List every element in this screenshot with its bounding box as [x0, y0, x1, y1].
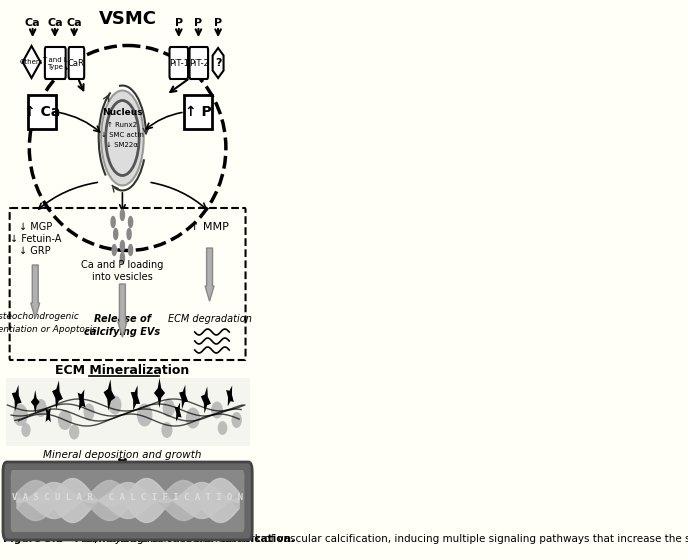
FancyBboxPatch shape [3, 462, 252, 540]
Circle shape [127, 228, 131, 240]
Text: differentiation or Apoptosis: differentiation or Apoptosis [0, 325, 97, 334]
Text: Ca: Ca [47, 18, 63, 28]
FancyArrow shape [118, 284, 127, 337]
Polygon shape [201, 386, 211, 413]
Text: Figure 3.2 - Mechanisms of vascular calcification.: Figure 3.2 - Mechanisms of vascular calc… [3, 534, 295, 544]
Polygon shape [213, 48, 224, 78]
Ellipse shape [13, 404, 28, 426]
Text: ECM Mineralization: ECM Mineralization [55, 364, 189, 377]
Ellipse shape [186, 408, 200, 428]
Circle shape [120, 253, 125, 264]
Circle shape [111, 217, 115, 227]
Ellipse shape [217, 421, 227, 435]
Text: ?: ? [215, 58, 222, 68]
Circle shape [120, 240, 125, 251]
Text: calcifying EVs: calcifying EVs [85, 327, 160, 337]
Text: VSMC: VSMC [98, 10, 157, 28]
Text: ↓ GRP: ↓ GRP [19, 246, 51, 256]
Circle shape [114, 228, 118, 240]
Text: ↑ Ca: ↑ Ca [24, 105, 61, 119]
Text: ↑ P: ↑ P [184, 105, 211, 119]
Text: Release of: Release of [94, 314, 151, 324]
Polygon shape [131, 385, 140, 410]
FancyBboxPatch shape [189, 47, 208, 79]
Text: Ca and P loading: Ca and P loading [81, 260, 164, 270]
Text: Mineral deposition and growth: Mineral deposition and growth [43, 450, 202, 460]
Text: ↑ MMP: ↑ MMP [190, 222, 229, 232]
Text: Nucleus: Nucleus [102, 108, 142, 117]
Text: ↓ SMC actin: ↓ SMC actin [101, 132, 144, 138]
Ellipse shape [162, 399, 175, 417]
Circle shape [129, 245, 133, 255]
Text: ↓ MGP: ↓ MGP [19, 222, 52, 232]
Ellipse shape [58, 410, 72, 430]
Text: Ca: Ca [66, 18, 82, 28]
Polygon shape [226, 386, 234, 407]
Text: T and L
Type: T and L Type [43, 57, 68, 69]
Text: ↓ SM22α: ↓ SM22α [107, 142, 138, 148]
Circle shape [120, 209, 125, 221]
Text: Ca: Ca [25, 18, 41, 28]
Text: Ca/P dysregulation is the hallmark of vascular calcification, inducing multiple : Ca/P dysregulation is the hallmark of va… [78, 534, 688, 544]
Ellipse shape [35, 399, 47, 417]
Polygon shape [78, 389, 85, 410]
Polygon shape [175, 403, 182, 422]
FancyBboxPatch shape [28, 95, 56, 129]
Ellipse shape [83, 404, 94, 421]
Circle shape [112, 245, 116, 255]
Polygon shape [12, 385, 21, 411]
Text: CaR: CaR [68, 58, 85, 68]
FancyBboxPatch shape [169, 47, 188, 79]
Text: into vesicles: into vesicles [92, 272, 153, 282]
Text: P: P [195, 18, 202, 28]
FancyBboxPatch shape [69, 47, 84, 79]
Text: PiT-1: PiT-1 [169, 58, 189, 68]
Ellipse shape [109, 395, 122, 414]
Ellipse shape [106, 100, 139, 175]
Ellipse shape [231, 412, 242, 428]
Ellipse shape [211, 402, 223, 418]
Polygon shape [45, 408, 51, 422]
Circle shape [129, 217, 133, 227]
Text: ECM degradation: ECM degradation [168, 314, 252, 324]
Polygon shape [104, 379, 116, 410]
FancyArrow shape [31, 265, 40, 318]
Text: P: P [175, 18, 183, 28]
Polygon shape [179, 385, 188, 409]
FancyBboxPatch shape [11, 470, 244, 532]
Text: V A S C U L A R   C A L C I F I C A T I O N: V A S C U L A R C A L C I F I C A T I O … [12, 492, 243, 502]
Polygon shape [31, 390, 40, 414]
Text: ↑ Runx2: ↑ Runx2 [107, 122, 138, 128]
Text: Osteochondrogenic: Osteochondrogenic [0, 312, 79, 321]
Text: P: P [214, 18, 222, 28]
Polygon shape [23, 46, 41, 78]
FancyBboxPatch shape [45, 47, 65, 79]
Text: ↓ Fetuin-A: ↓ Fetuin-A [10, 234, 61, 244]
Text: Others: Others [20, 59, 43, 65]
Ellipse shape [137, 404, 153, 427]
FancyArrow shape [205, 248, 214, 301]
FancyBboxPatch shape [184, 95, 212, 129]
FancyBboxPatch shape [6, 378, 250, 446]
Polygon shape [154, 378, 165, 408]
Ellipse shape [21, 423, 30, 437]
Text: PiT-2: PiT-2 [189, 58, 208, 68]
Ellipse shape [162, 422, 173, 438]
Ellipse shape [101, 91, 144, 185]
Ellipse shape [69, 424, 79, 440]
Polygon shape [52, 380, 63, 409]
